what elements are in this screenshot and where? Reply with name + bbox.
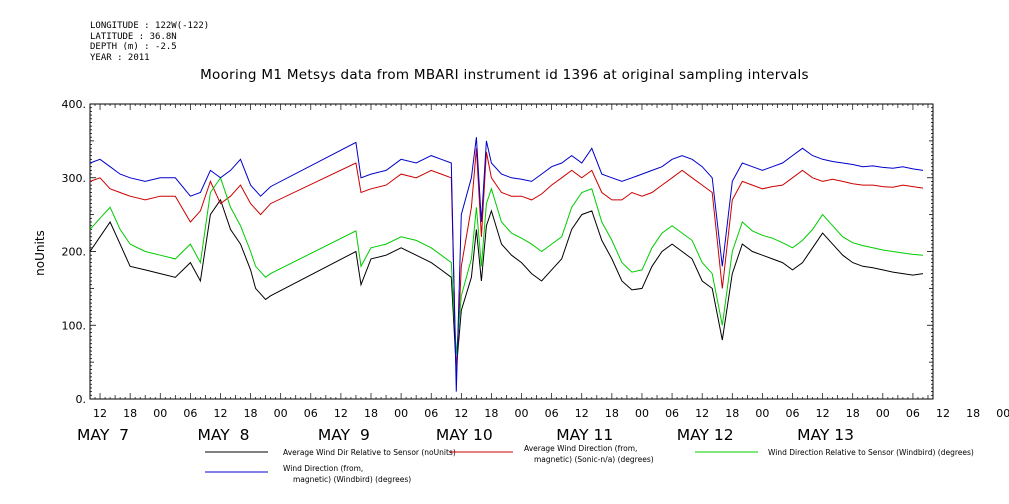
x-tick-label: 06: [906, 407, 920, 420]
x-tick-label: 18: [123, 407, 137, 420]
legend-label-4-line2: magnetic) (Windbird) (degrees): [293, 475, 411, 484]
x-day-label: MAY 9: [318, 426, 370, 444]
y-tick-label: 200.: [62, 246, 87, 259]
x-tick-label: 00: [153, 407, 167, 420]
x-tick-label: 12: [816, 407, 830, 420]
x-tick-label: 18: [966, 407, 980, 420]
x-tick-label: 12: [93, 407, 107, 420]
legend-label-2: Average Wind Direction (from,: [524, 444, 637, 453]
x-day-label: MAY 10: [436, 426, 493, 444]
x-tick-label: 06: [786, 407, 800, 420]
x-tick-label: 18: [244, 407, 258, 420]
x-tick-label: 18: [364, 407, 378, 420]
latitude-label: LATITUDE : 36.8N: [90, 31, 177, 42]
x-tick-label: 06: [424, 407, 438, 420]
x-tick-label: 06: [665, 407, 679, 420]
x-tick-label: 12: [575, 407, 589, 420]
longitude-label: LONGITUDE : 122W(-122): [90, 21, 210, 31]
x-tick-label: 06: [545, 407, 559, 420]
y-axis-label: noUnits: [33, 230, 47, 276]
x-tick-label: 06: [304, 407, 318, 420]
y-tick-label: 300.: [62, 172, 87, 185]
x-tick-label: 00: [635, 407, 649, 420]
x-tick-label: 00: [755, 407, 769, 420]
legend-label-1: Average Wind Dir Relative to Sensor (noU…: [283, 448, 456, 457]
series-line-4: [89, 137, 924, 392]
x-tick-label: 00: [515, 407, 529, 420]
x-axis: 12 18 00 06 12 18 00 06 12 18 00 06 12 18 00 06 12 18 00 06…: [77, 104, 1009, 444]
x-tick-label: 18: [725, 407, 739, 420]
x-tick-label: 06: [183, 407, 197, 420]
x-day-label: MAY 13: [797, 426, 854, 444]
x-tick-label: 18: [846, 407, 860, 420]
legend-label-2-line2: magnetic) (Sonic-n/a) (degrees): [534, 455, 654, 464]
x-day-label: MAY 11: [556, 426, 613, 444]
series-line-1: [89, 198, 924, 370]
x-tick-label: 12: [334, 407, 348, 420]
chart-title: Mooring M1 Metsys data from MBARI instru…: [200, 67, 809, 83]
x-day-label: MAY 8: [197, 426, 249, 444]
y-tick-label: 400.: [62, 98, 87, 111]
x-tick-label: 12: [695, 407, 709, 420]
x-tick-label: 12: [936, 407, 950, 420]
x-tick-label: 12: [454, 407, 468, 420]
legend: Average Wind Dir Relative to Sensor (noU…: [205, 444, 974, 484]
plot-metadata: LONGITUDE : 122W(-122) LATITUDE : 36.8N …: [90, 21, 209, 63]
y-tick-label: 100.: [62, 319, 87, 332]
y-tick-label: 0.: [76, 393, 87, 406]
legend-label-3: Wind Direction Relative to Sensor (Windb…: [768, 448, 974, 457]
x-tick-label: 00: [274, 407, 288, 420]
plot-area: [89, 103, 934, 400]
x-day-label: MAY 12: [677, 426, 734, 444]
year-label: YEAR : 2011: [90, 52, 150, 63]
series-layer: [89, 137, 924, 392]
plot-frame: [89, 103, 934, 400]
x-tick-label: 12: [213, 407, 227, 420]
x-tick-label: 00: [394, 407, 408, 420]
x-tick-label: 00: [996, 407, 1009, 420]
legend-label-4: Wind Direction (from,: [283, 464, 363, 473]
x-day-label: MAY 7: [77, 426, 129, 444]
depth-label: DEPTH (m) : -2.5: [90, 42, 177, 52]
x-tick-label: 18: [605, 407, 619, 420]
x-tick-label: 00: [876, 407, 890, 420]
series-line-2: [89, 148, 924, 377]
y-axis: 0. 100. 200. 300. 400.: [62, 98, 933, 406]
series-line-3: [89, 176, 924, 355]
x-tick-label: 18: [484, 407, 498, 420]
